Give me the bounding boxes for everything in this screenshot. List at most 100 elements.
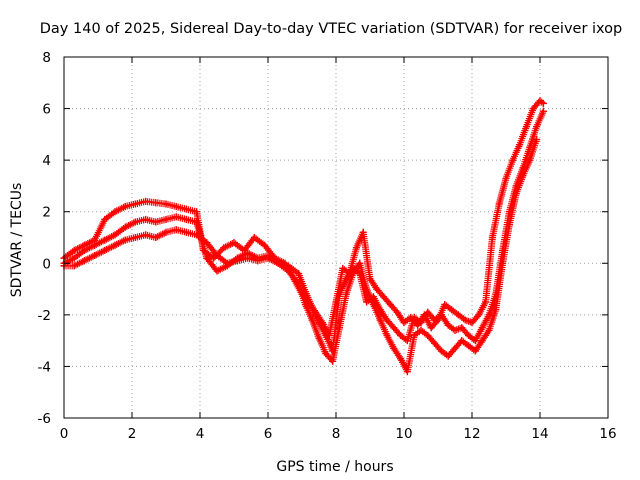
data-point <box>142 231 150 239</box>
data-points <box>60 97 547 376</box>
data-point <box>80 257 88 265</box>
data-point <box>182 215 190 223</box>
x-tick-label: 10 <box>395 426 412 442</box>
data-point <box>70 254 78 262</box>
data-point <box>441 301 449 309</box>
data-point <box>284 267 292 275</box>
data-point <box>315 319 323 327</box>
data-point <box>448 306 456 314</box>
data-point <box>182 205 190 213</box>
data-point <box>451 326 459 334</box>
data-point <box>516 141 524 149</box>
data-point <box>142 215 150 223</box>
chart-title: Day 140 of 2025, Sidereal Day-to-day VTE… <box>40 21 623 37</box>
data-point <box>101 215 109 223</box>
data-point <box>329 357 337 365</box>
data-point <box>203 239 211 247</box>
data-point <box>478 324 486 332</box>
data-point <box>454 311 462 319</box>
data-point <box>101 246 109 254</box>
data-point <box>111 208 119 216</box>
data-point <box>152 199 160 207</box>
data-point <box>431 316 439 324</box>
data-point <box>465 342 473 350</box>
data-point <box>233 257 241 265</box>
x-tick-label: 0 <box>60 426 69 442</box>
x-tick-label: 16 <box>599 426 616 442</box>
data-point <box>101 236 109 244</box>
y-tick-label: -2 <box>38 308 51 324</box>
data-point <box>505 221 513 229</box>
data-point <box>342 290 350 298</box>
data-point <box>539 99 547 107</box>
data-point <box>478 337 486 345</box>
x-tick-label: 12 <box>463 426 480 442</box>
data-point <box>220 244 228 252</box>
data-point <box>444 321 452 329</box>
data-point <box>400 319 408 327</box>
data-point-track <box>60 136 541 376</box>
data-point <box>519 172 527 180</box>
data-point <box>390 324 398 332</box>
data-point <box>121 223 129 231</box>
data-point <box>482 298 490 306</box>
x-tick-label: 6 <box>264 426 273 442</box>
data-point <box>509 156 517 164</box>
data-point <box>492 306 500 314</box>
data-point <box>424 331 432 339</box>
data-point <box>339 264 347 272</box>
data-point <box>359 228 367 236</box>
data-point <box>485 311 493 319</box>
data-point <box>533 123 541 131</box>
data-point <box>427 324 435 332</box>
x-tick-label: 14 <box>531 426 548 442</box>
data-point <box>471 347 479 355</box>
data-point <box>70 262 78 270</box>
data-point <box>417 319 425 327</box>
data-point <box>308 316 316 324</box>
data-point <box>162 200 170 208</box>
data-point <box>172 213 180 221</box>
data-point <box>417 326 425 334</box>
data-point <box>461 316 469 324</box>
data-point <box>213 267 221 275</box>
axis-ticks <box>63 56 609 419</box>
data-point <box>193 218 201 226</box>
data-point <box>193 208 201 216</box>
data-point <box>495 200 503 208</box>
data-point <box>410 313 418 321</box>
data-point <box>363 285 371 293</box>
data-point <box>322 350 330 358</box>
data-point <box>80 246 88 254</box>
data-point <box>390 344 398 352</box>
data-point <box>203 254 211 262</box>
data-point <box>274 259 282 267</box>
x-tick-label: 4 <box>196 426 205 442</box>
data-point <box>162 215 170 223</box>
data-point <box>522 123 530 131</box>
data-point <box>502 174 510 182</box>
data-point <box>465 331 473 339</box>
data-point <box>91 241 99 249</box>
data-point <box>458 337 466 345</box>
data-point <box>322 331 330 339</box>
data-point <box>488 234 496 241</box>
data-point <box>91 252 99 260</box>
y-tick-label: 4 <box>42 153 51 169</box>
data-point <box>244 254 252 262</box>
data-point <box>363 298 371 306</box>
data-point <box>471 337 479 345</box>
data-point <box>335 324 343 332</box>
data-point <box>335 290 343 298</box>
data-point <box>213 252 221 260</box>
data-point <box>142 197 150 205</box>
data-point <box>424 308 432 316</box>
data-point <box>121 236 129 244</box>
x-tick-label: 2 <box>128 426 137 442</box>
data-point <box>403 337 411 345</box>
y-tick-label: -4 <box>38 359 51 375</box>
data-point <box>261 241 269 249</box>
data-point <box>111 241 119 249</box>
data-point <box>451 344 459 352</box>
